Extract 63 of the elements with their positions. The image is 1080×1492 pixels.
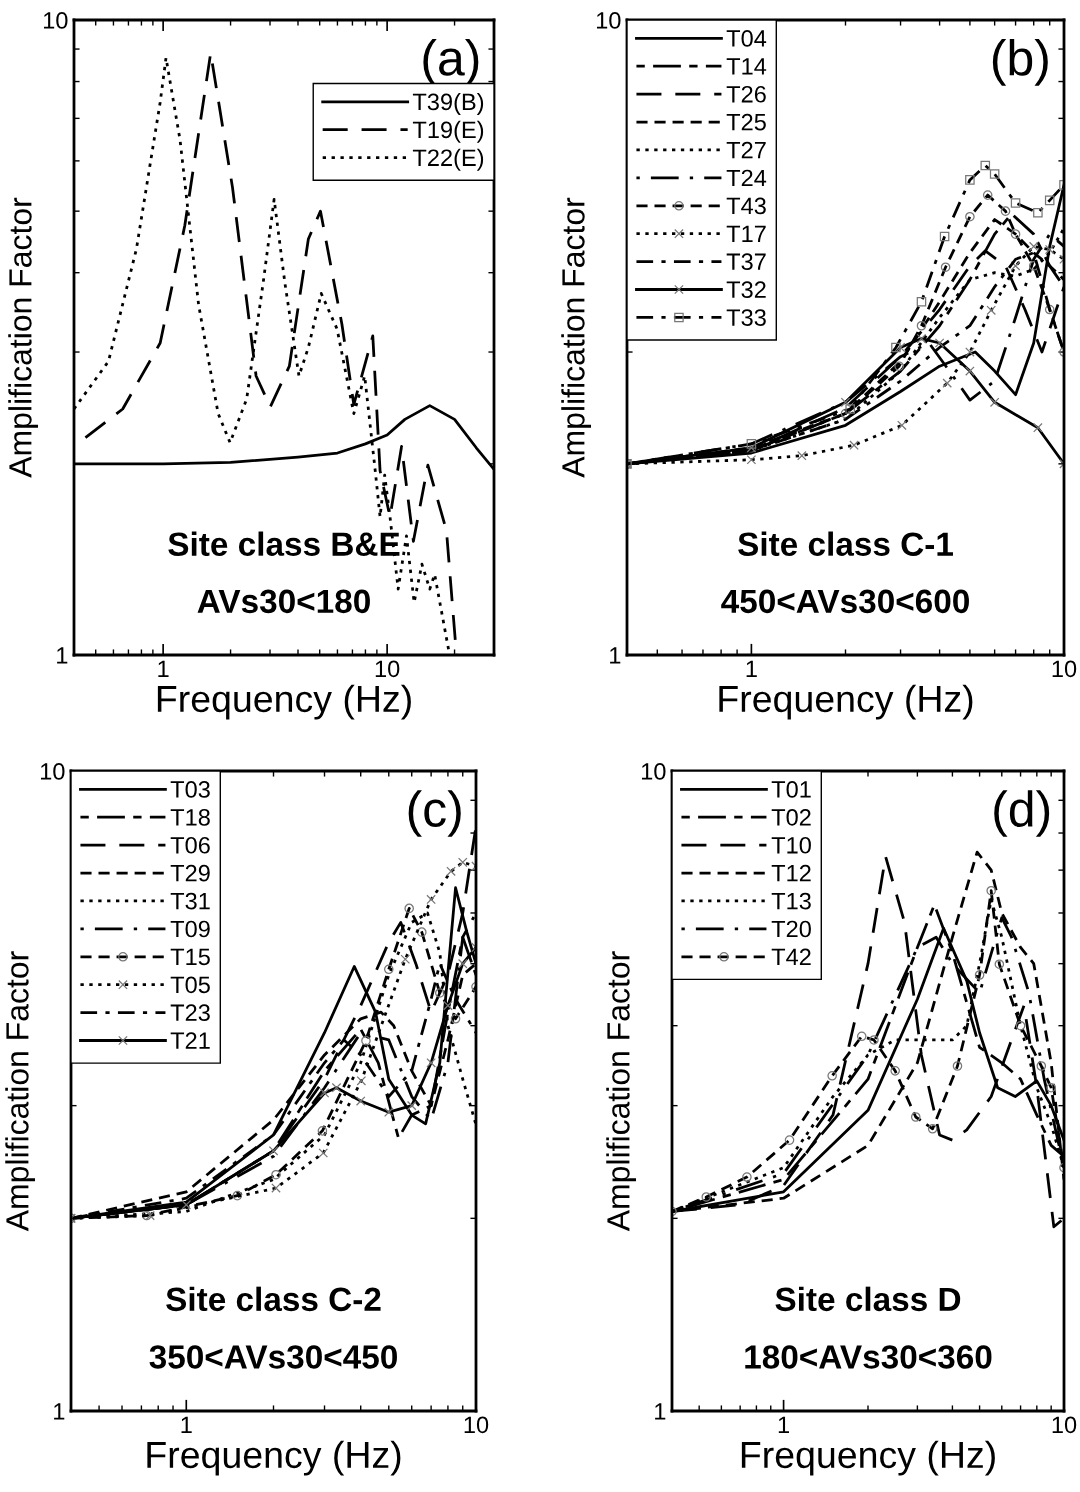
legend-label: T23 (170, 1004, 210, 1022)
legend-label: T43 (726, 197, 766, 215)
annotation: 450<AVs30<600 (721, 589, 969, 614)
y-axis-title: Amplification Factor (606, 951, 637, 1232)
annotation: Site class C-1 (738, 531, 953, 556)
legend-label: T37 (726, 253, 766, 271)
annotation: 180<AVs30<360 (745, 1345, 992, 1369)
x-axis-title: Frequency (Hz) (147, 1440, 401, 1476)
y-axis-title: Amplification Factor (5, 951, 36, 1232)
y-tick-label: 1 (54, 1403, 65, 1420)
x-tick-label: 1 (158, 660, 169, 677)
annotation: (d) (994, 790, 1050, 837)
legend-label: T20 (771, 920, 811, 938)
y-axis-title: Amplification Factor (8, 197, 39, 478)
y-tick-label: 10 (43, 12, 68, 29)
y-axis-title: Amplification Factor (561, 197, 592, 478)
x-tick-label: 10 (1052, 1416, 1077, 1434)
legend-label: T26 (726, 85, 766, 103)
y-tick-label: 10 (40, 763, 65, 780)
annotation: Site class D (775, 1286, 961, 1312)
legend-label: T04 (726, 30, 767, 47)
legend-label: T24 (726, 169, 767, 187)
x-tick-label: 1 (778, 1416, 789, 1433)
legend-label: T14 (726, 58, 767, 75)
annotation: Site class C-2 (166, 1286, 381, 1312)
x-axis-title: Frequency (Hz) (719, 684, 973, 720)
legend-label: T09 (170, 920, 210, 938)
x-axis-title: Frequency (Hz) (741, 1440, 995, 1476)
legend-label: T31 (170, 892, 210, 910)
x-axis-title: Frequency (Hz) (157, 684, 411, 720)
annotation: 350<AVs30<450 (149, 1345, 397, 1369)
legend-label: T32 (726, 281, 766, 298)
x-tick-label: 1 (746, 660, 757, 677)
legend-label: T33 (726, 309, 766, 326)
x-tick-label: 10 (375, 660, 400, 678)
x-tick-label: 10 (464, 1416, 489, 1434)
legend-label: T21 (170, 1032, 210, 1049)
legend-label: T17 (726, 225, 766, 242)
legend-label: T19(E) (412, 120, 484, 143)
legend-label: T01 (771, 781, 811, 798)
y-tick-label: 1 (57, 647, 68, 664)
legend-label: T42 (771, 948, 811, 966)
annotation: Site class B&E (168, 531, 400, 556)
annotation: (c) (408, 790, 461, 837)
x-tick-label: 10 (1052, 660, 1077, 678)
legend-label: T39(B) (412, 92, 484, 115)
annotation: (a) (423, 39, 479, 86)
legend-label: T15 (170, 948, 210, 966)
legend-label: T05 (170, 976, 210, 994)
x-tick-label: 1 (181, 1416, 192, 1433)
legend-label: T18 (170, 808, 210, 826)
legend-label: T22(E) (412, 148, 484, 171)
legend-label: T29 (170, 864, 210, 882)
annotation: (b) (992, 39, 1048, 86)
legend-label: T06 (170, 836, 210, 854)
legend-label: T02 (771, 808, 811, 826)
legend-label: T27 (726, 141, 766, 159)
legend-label: T10 (771, 836, 811, 854)
legend-label: T25 (726, 113, 766, 131)
legend-label: T03 (170, 781, 210, 798)
annotation: AVs30<180 (197, 589, 370, 614)
legend-label: T12 (771, 864, 811, 882)
legend-label: T13 (771, 892, 811, 910)
